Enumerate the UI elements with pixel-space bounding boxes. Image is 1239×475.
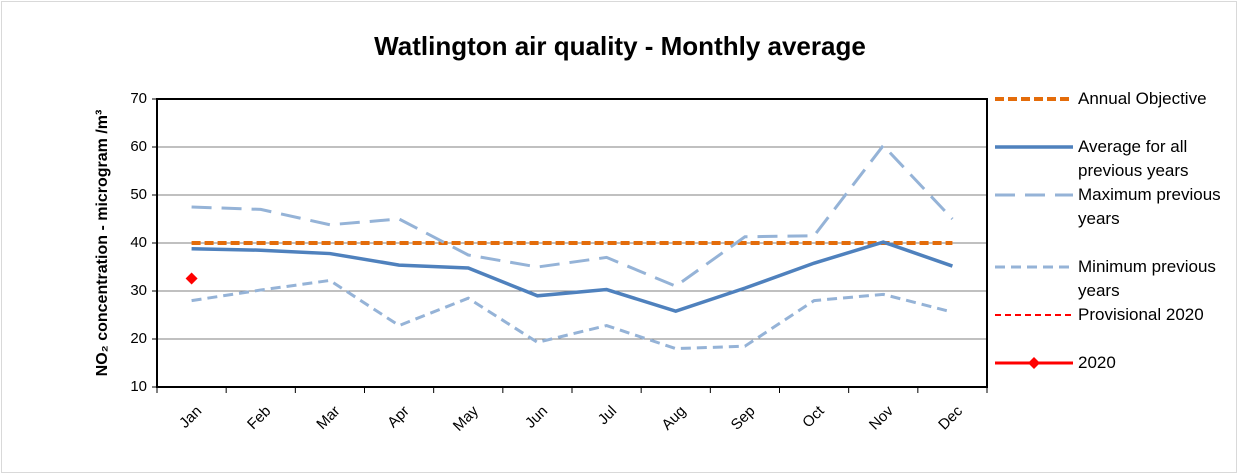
series-line [191, 143, 954, 288]
y-tick-label: 50 [130, 186, 147, 203]
x-tick-label: Mar [313, 403, 343, 433]
x-tick-label: Nov [866, 402, 897, 433]
x-tick-label: May [450, 402, 482, 434]
legend-item: Maximum previous years [993, 183, 1237, 231]
y-tick-label: 10 [130, 378, 147, 395]
series-line [191, 278, 953, 351]
legend-marker [1028, 357, 1040, 369]
x-tick-label: Apr [384, 403, 413, 432]
y-axis-label: NO₂ concentration - microgram /m³ [94, 110, 111, 377]
legend-item: Average for all previous years [993, 135, 1237, 183]
legend-item: Minimum previous years [993, 255, 1237, 303]
x-tick-label: Aug [658, 403, 689, 434]
legend-swatch [995, 265, 1073, 269]
legend-label: Maximum previous years [1078, 185, 1221, 228]
x-tick-label: Oct [799, 402, 828, 431]
y-tick-label: 30 [130, 282, 147, 299]
legend-swatch [995, 97, 1073, 101]
y-tick-label: 40 [130, 234, 147, 251]
legend-swatch [995, 357, 1073, 369]
legend-label: Average for all previous years [1078, 137, 1189, 180]
x-tick-label: Jul [595, 403, 621, 429]
legend-swatch [995, 314, 1073, 316]
y-tick-label: 20 [130, 330, 147, 347]
legend-label: 2020 [1078, 353, 1116, 372]
data-point [185, 272, 198, 285]
x-tick-label: Feb [244, 403, 274, 433]
y-tick-label: 70 [130, 90, 147, 107]
legend-label: Annual Objective [1078, 89, 1207, 108]
legend-swatch [995, 193, 1073, 197]
y-tick-label: 60 [130, 138, 147, 155]
chart-title: Watlington air quality - Monthly average [374, 31, 866, 61]
x-tick-label: Sep [728, 403, 759, 434]
series-line [191, 240, 953, 313]
x-tick-label: Jan [176, 403, 205, 432]
legend-item: 2020 [993, 351, 1237, 375]
legend-label: Minimum previous years [1078, 257, 1216, 300]
legend-swatch [995, 145, 1073, 149]
x-tick-label: Dec [935, 402, 966, 433]
legend-label: Provisional 2020 [1078, 305, 1204, 324]
legend-item: Annual Objective [993, 87, 1237, 111]
legend-item: Provisional 2020 [993, 303, 1237, 327]
x-tick-label: Jun [522, 403, 551, 432]
